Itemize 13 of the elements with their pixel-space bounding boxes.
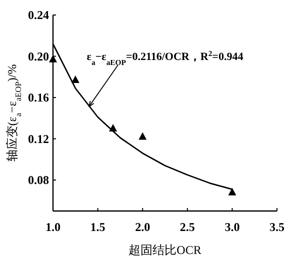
y-tick-label: 0.16 [28,90,49,105]
y-tick-label: 0.12 [28,132,49,146]
y-tick-label: 0.20 [28,49,49,64]
x-tick-label: 2.0 [135,220,150,234]
x-tick-label: 3.0 [224,220,240,234]
x-axis-title: 超固结比OCR [128,243,202,257]
annotation: ε$_{a}$−ε$_{aEOP}$=0.2116/OCR，R$^{2}$=0.944 [86,48,244,66]
x-tick-label: 3.5 [270,220,284,234]
x-tick-label: 1.5 [90,220,106,234]
y-tick-label: 0.08 [28,173,49,188]
x-tick-label: 1.0 [46,220,60,234]
x-tick-label: 2.5 [180,220,195,234]
y-tick-label: 0.24 [28,8,49,22]
